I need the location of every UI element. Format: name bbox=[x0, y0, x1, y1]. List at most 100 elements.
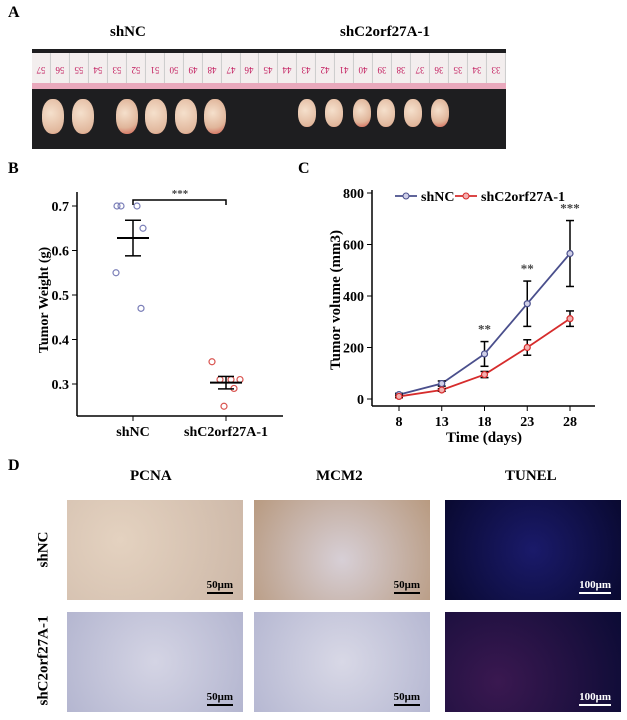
data-point bbox=[438, 379, 446, 388]
significance-bracket bbox=[132, 199, 227, 205]
significance-label: ** bbox=[478, 322, 491, 337]
ruler-number: 39 bbox=[373, 53, 393, 83]
y-tick-label: 800 bbox=[343, 187, 364, 202]
tumor bbox=[72, 99, 94, 134]
tumor bbox=[145, 99, 167, 134]
x-tick-label: shNC bbox=[116, 425, 149, 440]
y-tick-label: 400 bbox=[343, 290, 364, 305]
scale-bar-label: 100μm bbox=[579, 691, 611, 703]
y-axis-label: Tumor Weight (g) bbox=[37, 247, 52, 354]
x-tick-label: shC2orf27A-1 bbox=[184, 425, 268, 440]
data-point bbox=[566, 315, 574, 323]
data-point bbox=[216, 375, 224, 384]
scale-bar-label: 50μm bbox=[393, 579, 420, 591]
tumor bbox=[404, 99, 422, 127]
significance-label: *** bbox=[172, 188, 189, 200]
tumor bbox=[204, 99, 226, 134]
y-tick-label: 600 bbox=[343, 239, 364, 254]
panel-label-a: A bbox=[8, 4, 20, 21]
tumor-weight-chart: 0.3 0.4 0.5 0.6 0.7 shNC shC2orf27A-1 Tumor Wei… bbox=[37, 188, 283, 440]
data-point bbox=[227, 375, 235, 384]
y-tick-label: 0 bbox=[357, 393, 364, 408]
row-label-shc2: shC2orf27A-1 bbox=[35, 615, 52, 706]
data-point bbox=[139, 224, 147, 232]
x-tick-label: 18 bbox=[478, 415, 492, 430]
column-label-pcna: PCNA bbox=[130, 468, 172, 484]
column-label-mcm2: MCM2 bbox=[316, 468, 363, 484]
ruler-number: 47 bbox=[221, 53, 241, 83]
legend-label: shC2orf27A-1 bbox=[481, 190, 565, 205]
y-tick-label: 0.6 bbox=[52, 245, 70, 260]
column-label-tunel: TUNEL bbox=[505, 468, 557, 484]
scale-bar-label: 50μm bbox=[206, 579, 233, 591]
ruler: 57 56 55 54 53 52 51 50 49 48 47 46 45 44 43 42 41 40 39 38… bbox=[32, 53, 506, 89]
panel-label-c: C bbox=[298, 160, 310, 177]
group-label-shc2: shC2orf27A-1 bbox=[340, 24, 430, 40]
tumor bbox=[431, 99, 449, 127]
ruler-number: 38 bbox=[392, 53, 412, 83]
ruler-number: 51 bbox=[145, 53, 165, 83]
ruler-number: 54 bbox=[88, 53, 108, 83]
data-point bbox=[438, 386, 446, 394]
significance-label: *** bbox=[560, 201, 580, 216]
ruler-number: 37 bbox=[411, 53, 431, 83]
data-point bbox=[480, 350, 489, 358]
tumor-volume-chart: 0 200 400 600 800 8 13 18 23 28 Time (days) Tumor v… bbox=[328, 187, 595, 446]
data-point bbox=[133, 202, 141, 210]
panel-label-d: D bbox=[8, 457, 20, 474]
scale-bar-label: 50μm bbox=[393, 691, 420, 703]
data-point bbox=[523, 343, 531, 352]
scale-bar-label: 100μm bbox=[579, 579, 611, 591]
x-tick-label: 8 bbox=[396, 415, 403, 430]
tumor bbox=[175, 99, 197, 134]
ruler-number: 35 bbox=[448, 53, 468, 83]
data-point bbox=[208, 358, 216, 366]
data-point bbox=[395, 392, 403, 401]
x-tick-label: 28 bbox=[563, 415, 577, 430]
y-tick-label: 200 bbox=[343, 342, 364, 357]
scale-bar-label: 50μm bbox=[206, 691, 233, 703]
significance-label: ** bbox=[521, 261, 534, 276]
ruler-number: 34 bbox=[467, 53, 487, 83]
panel-label-b: B bbox=[8, 160, 19, 177]
ruler-number: 53 bbox=[107, 53, 127, 83]
ruler-number: 40 bbox=[354, 53, 374, 83]
data-point bbox=[480, 370, 489, 379]
x-tick-label: 23 bbox=[520, 415, 534, 430]
ruler-number: 44 bbox=[278, 53, 298, 83]
ruler-number: 33 bbox=[486, 53, 506, 83]
data-point bbox=[220, 402, 228, 410]
row-label-shnc: shNC bbox=[35, 531, 52, 568]
tunel-shc2: 100μm bbox=[445, 612, 621, 712]
ruler-number: 43 bbox=[297, 53, 317, 83]
ruler-number: 41 bbox=[335, 53, 355, 83]
ruler-number: 49 bbox=[183, 53, 203, 83]
data-point bbox=[117, 202, 125, 210]
data-point bbox=[112, 269, 120, 277]
data-point bbox=[137, 304, 145, 312]
y-tick-label: 0.4 bbox=[52, 334, 70, 349]
tumor bbox=[353, 99, 371, 127]
y-tick-label: 0.3 bbox=[52, 378, 70, 393]
y-tick-label: 0.7 bbox=[52, 200, 70, 215]
group-label-shnc: shNC bbox=[110, 24, 146, 40]
tumor bbox=[116, 99, 138, 134]
ruler-number: 57 bbox=[32, 53, 51, 83]
ihc-mcm2-shc2: 50μm bbox=[254, 612, 430, 712]
ihc-mcm2-shnc: 50μm bbox=[254, 500, 430, 600]
data-point bbox=[236, 375, 244, 384]
tumor bbox=[42, 99, 64, 134]
data-point bbox=[523, 300, 531, 308]
ruler-number: 50 bbox=[164, 53, 184, 83]
x-axis-label: Time (days) bbox=[446, 430, 522, 446]
x-tick-label: 13 bbox=[435, 415, 449, 430]
ruler-number: 45 bbox=[259, 53, 279, 83]
ruler-number: 36 bbox=[430, 53, 449, 83]
ruler-number: 56 bbox=[50, 53, 70, 83]
y-tick-label: 0.5 bbox=[52, 289, 70, 304]
tunel-shnc: 100μm bbox=[445, 500, 621, 600]
ihc-pcna-shnc: 50μm bbox=[67, 500, 243, 600]
data-point bbox=[113, 202, 121, 210]
y-axis-label: Tumor volume (mm3) bbox=[328, 230, 344, 370]
